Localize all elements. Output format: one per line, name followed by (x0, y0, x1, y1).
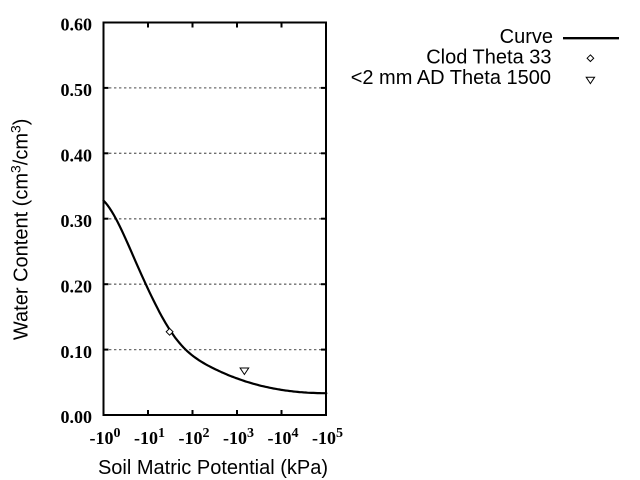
svg-text:-104: -104 (268, 426, 299, 448)
svg-text:-105: -105 (312, 426, 343, 448)
svg-text:0.20: 0.20 (61, 276, 93, 296)
svg-text:Soil Matric Potential (kPa): Soil Matric Potential (kPa) (98, 457, 328, 479)
svg-text:Clod Theta 33: Clod Theta 33 (426, 46, 551, 68)
svg-text:-100: -100 (90, 426, 121, 448)
svg-text:0.10: 0.10 (61, 342, 93, 362)
svg-text:0.60: 0.60 (61, 15, 93, 35)
svg-text:-102: -102 (179, 426, 210, 448)
svg-text:0.50: 0.50 (61, 80, 93, 100)
svg-text:0.40: 0.40 (61, 146, 93, 166)
svg-text:-103: -103 (223, 426, 254, 448)
svg-text:Curve: Curve (500, 26, 553, 48)
svg-text:Water Content (cm3/cm3): Water Content (cm3/cm3) (8, 119, 33, 341)
svg-text:<2 mm AD Theta 1500: <2 mm AD Theta 1500 (351, 67, 551, 89)
svg-text:0.00: 0.00 (61, 407, 93, 427)
svg-text:0.30: 0.30 (61, 211, 93, 231)
svg-text:-101: -101 (134, 426, 165, 448)
